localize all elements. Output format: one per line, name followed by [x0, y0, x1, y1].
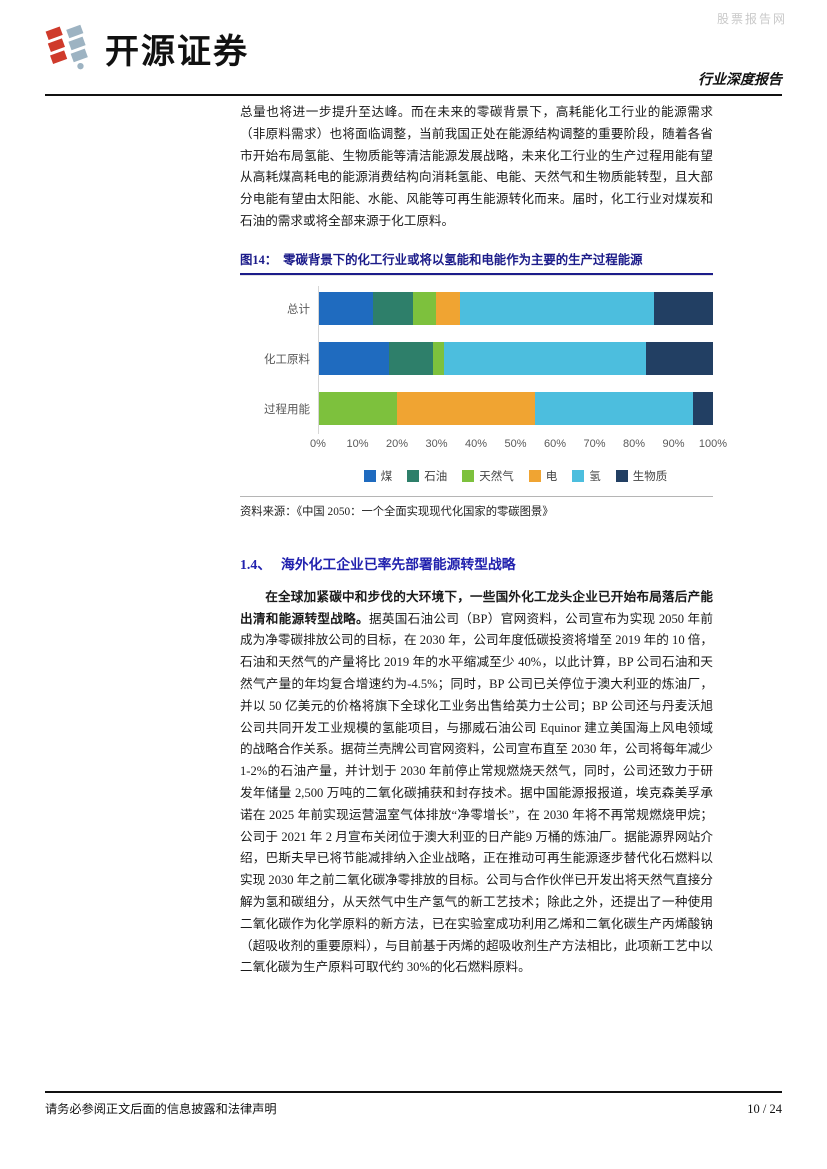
- legend-item-煤: 煤: [363, 468, 393, 484]
- chart-row: 总计: [240, 284, 713, 334]
- bar-segment-氢: [535, 392, 694, 426]
- x-tick-label: 100%: [698, 437, 728, 450]
- legend-swatch: [528, 469, 541, 482]
- x-tick-label: 10%: [346, 437, 369, 450]
- paragraph-1: 总量也将进一步提升至达峰。而在未来的零碳背景下，高耗能化工行业的能源需求（非原料…: [240, 105, 713, 228]
- brand-name: 开源证券: [105, 32, 249, 71]
- figure-14: 图14： 零碳背景下的化工行业或将以氢能和电能作为主要的生产过程能源 总计化工原料…: [240, 250, 727, 519]
- legend-label: 石油: [424, 470, 448, 483]
- legend-swatch: [572, 469, 585, 482]
- category-label: 化工原料: [264, 353, 310, 366]
- chart-row: 化工原料: [240, 334, 713, 384]
- legend-swatch: [462, 469, 475, 482]
- watermark: 股票报告网: [716, 12, 787, 26]
- stacked-bar-chart: 总计化工原料过程用能 0% 10% 20% 30% 40% 50% 60% 70% 80% 90%…: [240, 274, 727, 484]
- brand-logo: 开源证券: [45, 22, 249, 74]
- legend-label: 电: [545, 470, 558, 483]
- legend-item-石油: 石油: [407, 468, 447, 484]
- section-number: 1.4、: [240, 556, 272, 572]
- legend-item-天然气: 天然气: [462, 468, 514, 484]
- content: 总量也将进一步提升至达峰。而在未来的零碳背景下，高耗能化工行业的能源需求（非原料…: [240, 96, 727, 979]
- legend-label: 天然气: [479, 470, 514, 483]
- x-tick-label: 50%: [504, 437, 527, 450]
- bar-segment-生物质: [645, 342, 713, 376]
- chart-y-axis-line: [318, 285, 319, 434]
- x-tick-label: 20%: [385, 437, 409, 450]
- bar-segment-天然气: [318, 392, 397, 426]
- legend-swatch: [407, 469, 420, 482]
- footer: 请务必参阅正文后面的信息披露和法律声明 10 / 24: [45, 1091, 782, 1117]
- x-tick-label: 30%: [425, 437, 448, 450]
- bar-track: [318, 292, 713, 326]
- x-tick-label: 0%: [310, 437, 326, 450]
- x-tick-label: 70%: [583, 437, 606, 450]
- bar-segment-煤: [318, 292, 374, 326]
- legend-item-氢: 氢: [572, 468, 601, 484]
- bar-segment-氢: [444, 342, 646, 376]
- category-label: 总计: [287, 303, 310, 316]
- figure-title: 图14： 零碳背景下的化工行业或将以氢能和电能作为主要的生产过程能源: [240, 250, 713, 275]
- bar-segment-石油: [373, 292, 413, 326]
- bar-segment-氢: [460, 292, 654, 326]
- legend-item-生物质: 生物质: [615, 468, 668, 484]
- legend-label: 氢: [589, 470, 601, 483]
- bar-segment-电: [436, 292, 461, 326]
- bar-segment-生物质: [693, 392, 713, 426]
- report-type-label: 行业深度报告: [698, 73, 782, 88]
- footer-disclaimer: 请务必参阅正文后面的信息披露和法律声明: [45, 1102, 277, 1116]
- section-title: 海外化工企业已率先部署能源转型战略: [281, 556, 516, 572]
- x-tick-label: 60%: [543, 437, 567, 450]
- paragraph-2: 在全球加紧碳中和步伐的大环境下，一些国外化工龙头企业已开始布局落后产能出清和能源…: [240, 587, 713, 979]
- bar-segment-煤: [318, 342, 390, 376]
- figure-source: 资料来源：《中国 2050：一个全面实现现代化国家的零碳图景》: [240, 495, 713, 519]
- legend-swatch: [363, 469, 376, 482]
- paragraph-2-lead: 在全球加紧碳中和步伐的大环境下，一些国外化工龙头企业已开始布局落后产能出清和能源…: [240, 589, 713, 626]
- figure-label: 图14：: [240, 252, 278, 267]
- brand-logo-icon: [45, 24, 88, 70]
- header: 开源证券 行业深度报告: [0, 0, 827, 94]
- chart-plot: 总计化工原料过程用能: [240, 284, 713, 434]
- legend-item-电: 电: [528, 468, 558, 484]
- legend-label: 生物质: [632, 470, 668, 483]
- legend-swatch: [615, 469, 628, 482]
- bar-segment-石油: [389, 342, 433, 376]
- chart-legend: 煤 石油 天然气 电 氢 生物质: [318, 468, 713, 484]
- bar-segment-天然气: [412, 292, 437, 326]
- x-tick-label: 40%: [464, 437, 488, 450]
- bar-track: [318, 392, 713, 426]
- bar-segment-天然气: [432, 342, 445, 376]
- figure-title-text: 零碳背景下的化工行业或将以氢能和电能作为主要的生产过程能源: [283, 252, 643, 267]
- x-tick-label: 90%: [662, 437, 685, 450]
- chart-row: 过程用能: [240, 384, 713, 434]
- bar-track: [318, 342, 713, 376]
- bar-segment-电: [397, 392, 536, 426]
- chart-x-axis: 0% 10% 20% 30% 40% 50% 60% 70% 80% 90% 100%: [310, 437, 727, 456]
- x-tick-label: 80%: [622, 437, 646, 450]
- page-number: 10 / 24: [747, 1102, 782, 1116]
- legend-label: 煤: [380, 470, 393, 483]
- category-label: 过程用能: [264, 403, 310, 416]
- header-divider: [45, 94, 782, 96]
- section-heading: 1.4、 海外化工企业已率先部署能源转型战略: [240, 553, 713, 573]
- paragraph-2-rest: 据英国石油公司（BP）官网资料，公司宣布为实现 2050 年前成为净零碳排放公司…: [240, 611, 714, 975]
- bar-segment-生物质: [653, 292, 713, 326]
